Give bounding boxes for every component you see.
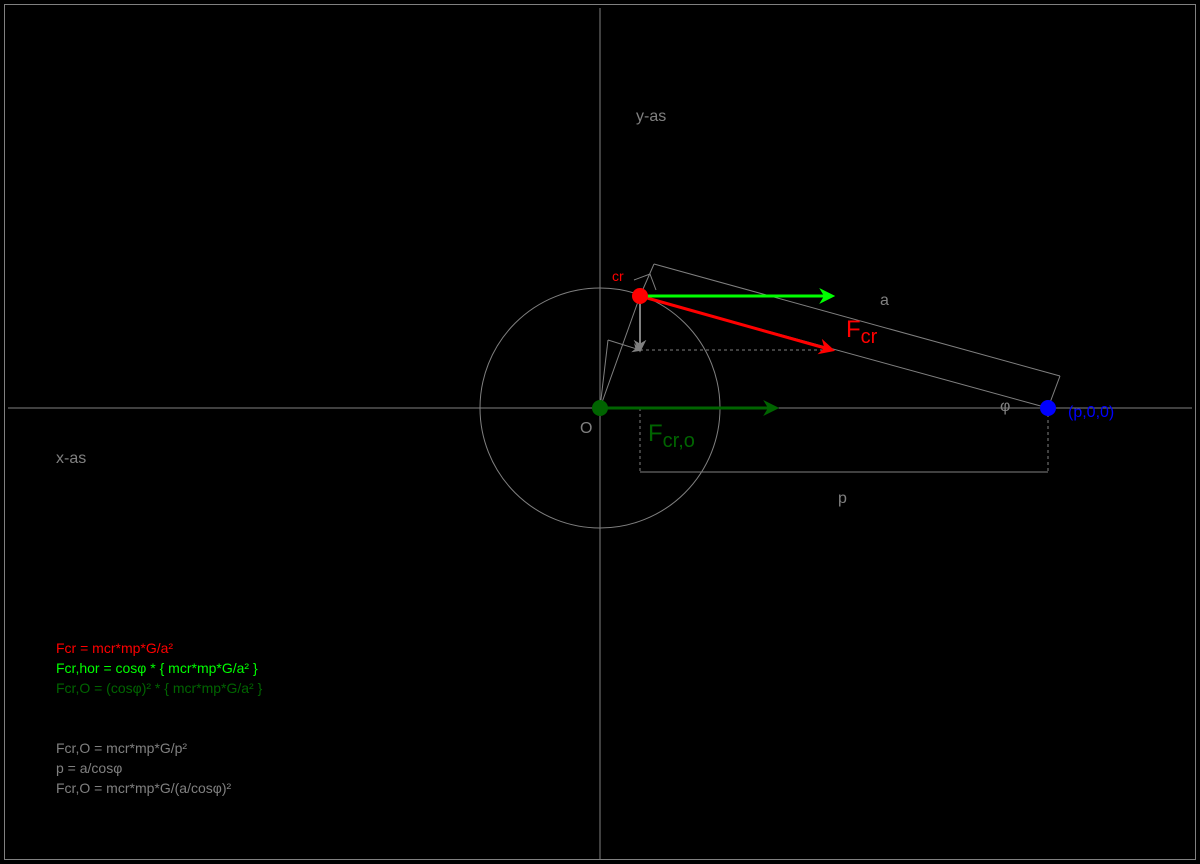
label-Fcr: Fcr <box>846 316 877 349</box>
point-O <box>592 400 608 416</box>
arrow-Fcr <box>640 296 832 350</box>
diagram-svg <box>0 0 1200 864</box>
label-p_dim: p <box>838 490 847 508</box>
label-phi: φ <box>1000 398 1010 416</box>
label-eq1: Fcr = mcr*mp*G/a² <box>56 640 173 656</box>
label-eq2: Fcr,hor = cosφ * { mcr*mp*G/a² } <box>56 660 258 676</box>
label-eq5: p = a/cosφ <box>56 760 122 776</box>
label-O: O <box>580 420 592 438</box>
label-y_axis: y-as <box>636 108 666 126</box>
label-eq4: Fcr,O = mcr*mp*G/p² <box>56 740 187 756</box>
point-p <box>1040 400 1056 416</box>
label-Fcr_O: Fcr,o <box>648 420 695 453</box>
label-x_axis: x-as <box>56 450 86 468</box>
line-O_to_cr <box>600 296 640 408</box>
label-eq6: Fcr,O = mcr*mp*G/(a/cosφ)² <box>56 780 231 796</box>
label-eq3: Fcr,O = (cosφ)² * { mcr*mp*G/a² } <box>56 680 262 696</box>
right-angle-mark <box>634 274 656 290</box>
label-cr: cr <box>612 268 624 284</box>
label-p_coord: (p,0,0) <box>1068 404 1114 422</box>
label-a: a <box>880 292 889 310</box>
point-cr <box>632 288 648 304</box>
